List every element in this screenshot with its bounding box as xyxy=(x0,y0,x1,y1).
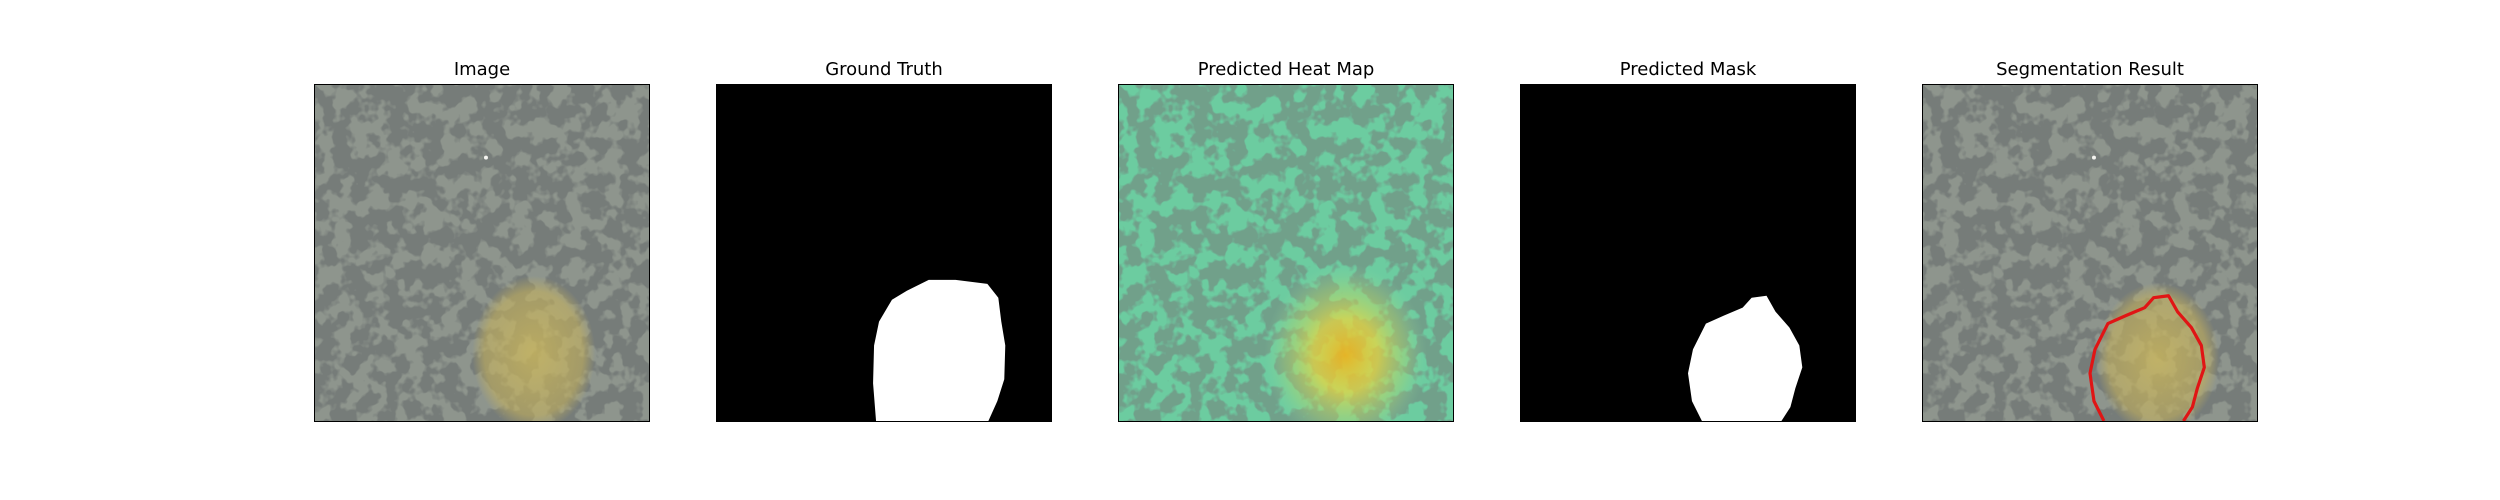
panel-title-heatmap: Predicted Heat Map xyxy=(1197,59,1375,80)
segmentation-contour xyxy=(2088,294,2206,421)
panel-heatmap xyxy=(1118,84,1454,422)
ground-truth-region xyxy=(873,279,1006,421)
panel-title-ground-truth: Ground Truth xyxy=(825,59,943,80)
panel-title-image: Image xyxy=(453,59,511,80)
heatmap-image xyxy=(1119,85,1453,421)
lesion-region xyxy=(472,275,596,421)
predicted-mask xyxy=(1521,85,1855,421)
segmentation-image xyxy=(1923,85,2257,421)
predicted-region xyxy=(1688,295,1803,421)
panel-title-seg-result: Segmentation Result xyxy=(1996,59,2184,80)
panel-title-pred-mask: Predicted Mask xyxy=(1619,59,1757,80)
panel-pred-mask xyxy=(1520,84,1856,422)
ground-truth-mask xyxy=(717,85,1051,421)
panel-seg-result xyxy=(1922,84,2258,422)
panel-ground-truth xyxy=(716,84,1052,422)
original-image xyxy=(315,85,649,421)
panel-image xyxy=(314,84,650,422)
heatmap-hotspot xyxy=(1264,263,1428,421)
